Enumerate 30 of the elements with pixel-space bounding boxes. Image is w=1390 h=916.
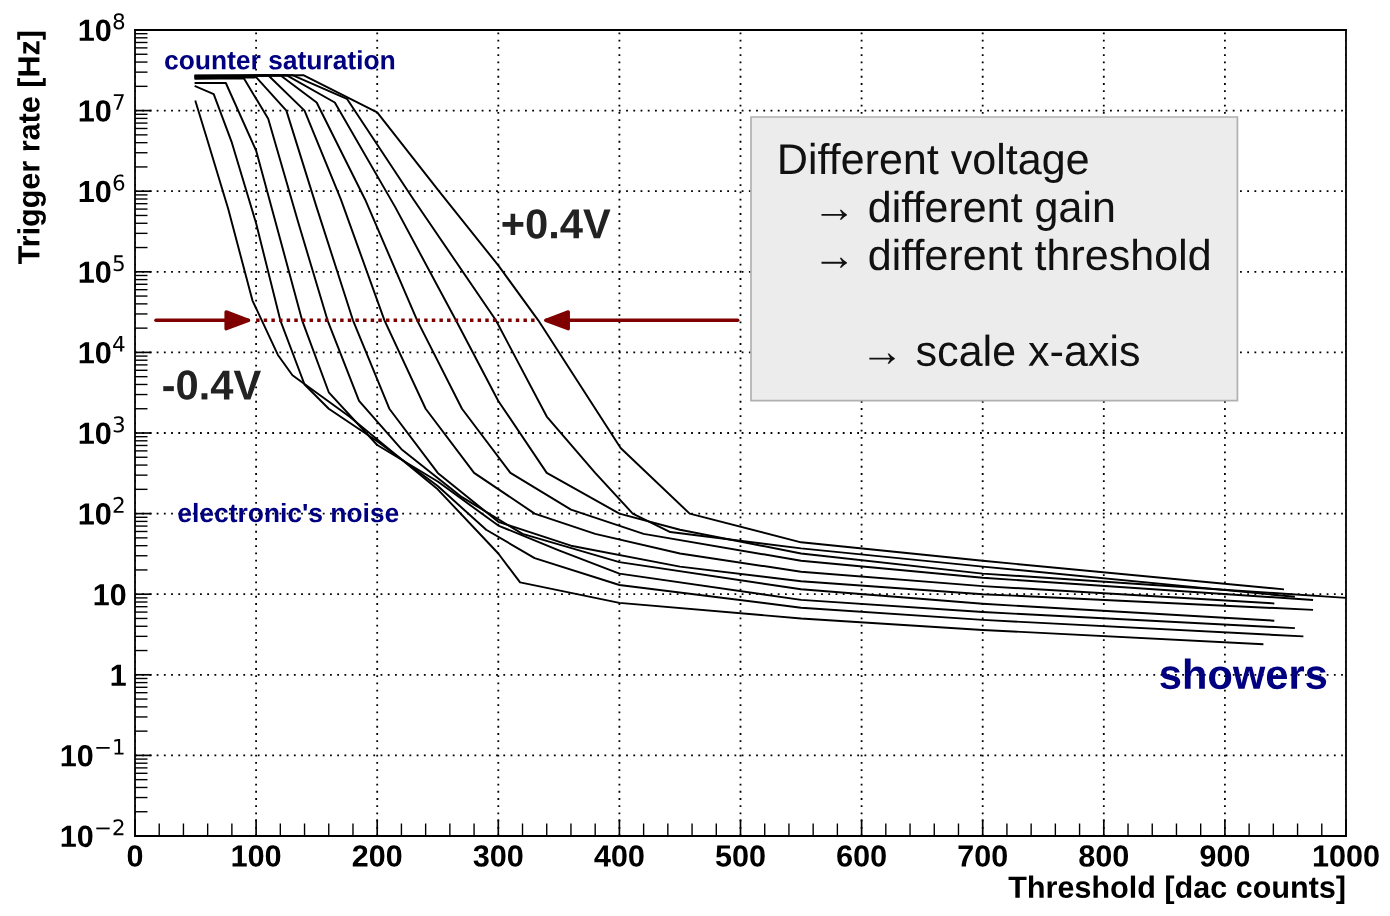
x-axis-title: Threshold [dac counts] — [1008, 875, 1345, 905]
x-tick-label: 600 — [837, 845, 886, 867]
x-tick-label: 100 — [232, 845, 281, 867]
y-tick-label: 10$^{2}$ — [79, 496, 124, 525]
x-tick-label: 0 — [127, 845, 143, 867]
x-tick-label: 500 — [715, 845, 765, 867]
x-tick-label: 300 — [473, 845, 523, 867]
annotation: electronic's noise — [178, 502, 399, 523]
y-tick-label: 1 — [111, 664, 126, 686]
y-tick-label: 10$^{8}$ — [79, 13, 125, 42]
x-tick-label: 800 — [1079, 845, 1129, 867]
annotation: +0.4V — [502, 209, 611, 239]
annotation: counter saturation — [165, 50, 395, 70]
y-axis-title: Trigger rate [Hz] — [17, 31, 46, 264]
y-tick-label: 10$^{6}$ — [79, 174, 125, 203]
x-tick-label: 200 — [352, 845, 402, 867]
x-tick-label: 900 — [1200, 845, 1250, 867]
text: Different voltage → different gain → different threshold → scale x-axis — [780, 142, 1209, 367]
annotation: showers — [1160, 658, 1327, 690]
y-tick-label: 10$^{4}$ — [79, 335, 125, 364]
x-tick-label: 1000 — [1313, 845, 1379, 867]
y-tick-label: 10$^{7}$ — [79, 94, 124, 122]
y-tick-label: 10$^{3}$ — [79, 416, 124, 445]
y-tick-label: 10 — [94, 583, 126, 606]
annotation: -0.4V — [163, 370, 261, 400]
y-tick-label: 10$^{5}$ — [79, 255, 124, 283]
y-tick-label: 10$^{−1}$ — [61, 738, 124, 767]
y-tick-label: 10$^{−2}$ — [61, 819, 124, 848]
x-tick-label: 400 — [594, 845, 644, 867]
x-tick-label: 700 — [958, 845, 1007, 867]
